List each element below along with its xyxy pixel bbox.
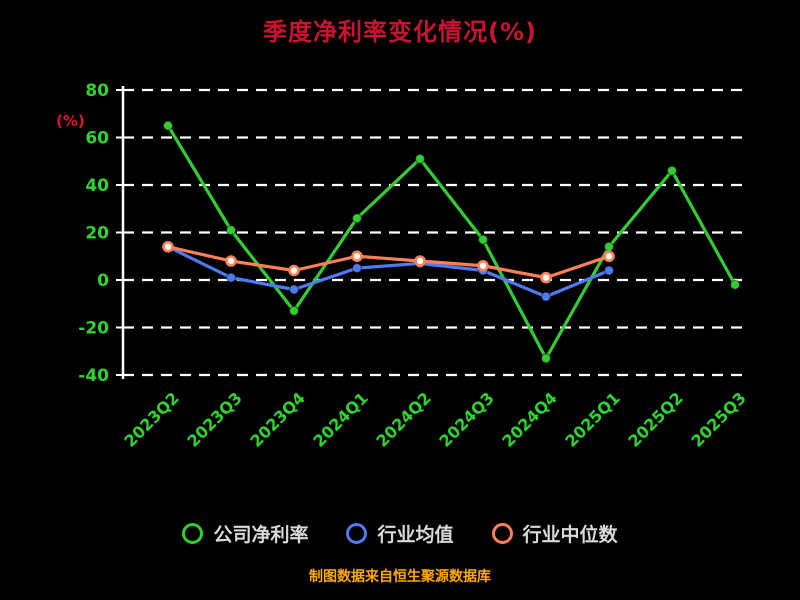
svg-text:60: 60 [85, 129, 109, 149]
svg-text:40: 40 [85, 176, 109, 196]
svg-text:2024Q2: 2024Q2 [372, 388, 434, 450]
svg-text:0: 0 [97, 271, 109, 291]
svg-text:20: 20 [85, 224, 109, 244]
legend-marker-industry-mean-icon [346, 523, 368, 544]
legend-marker-company-icon [182, 523, 204, 544]
svg-text:2025Q1: 2025Q1 [561, 388, 623, 450]
svg-text:2024Q4: 2024Q4 [498, 388, 560, 450]
legend-label-company: 公司净利率 [213, 524, 309, 546]
legend-item-company-net-margin: 公司净利率 [182, 520, 308, 547]
svg-text:-20: -20 [78, 319, 109, 339]
svg-text:2024Q1: 2024Q1 [309, 388, 371, 450]
legend-label-industry-median: 行业中位数 [522, 524, 618, 546]
legend-item-industry-median: 行业中位数 [491, 520, 618, 547]
legend-item-industry-mean: 行业均值 [346, 520, 454, 547]
svg-text:2023Q3: 2023Q3 [183, 388, 245, 450]
svg-text:2023Q2: 2023Q2 [120, 388, 182, 450]
data-source-note: 制图数据来自恒生聚源数据库 [309, 569, 491, 585]
y-axis-unit-label: (%) [56, 112, 85, 130]
legend-marker-industry-median-icon [491, 523, 513, 544]
svg-text:2023Q4: 2023Q4 [246, 388, 308, 450]
chart-legend: 公司净利率 行业均值 行业中位数 [0, 520, 800, 547]
svg-text:2024Q3: 2024Q3 [435, 388, 497, 450]
svg-text:-40: -40 [78, 366, 109, 386]
svg-text:80: 80 [85, 81, 109, 101]
legend-label-industry-mean: 行业均值 [377, 524, 454, 546]
svg-text:2025Q2: 2025Q2 [624, 388, 686, 450]
svg-text:2025Q3: 2025Q3 [687, 388, 749, 450]
chart-title: 季度净利率变化情况(%) [263, 18, 537, 46]
